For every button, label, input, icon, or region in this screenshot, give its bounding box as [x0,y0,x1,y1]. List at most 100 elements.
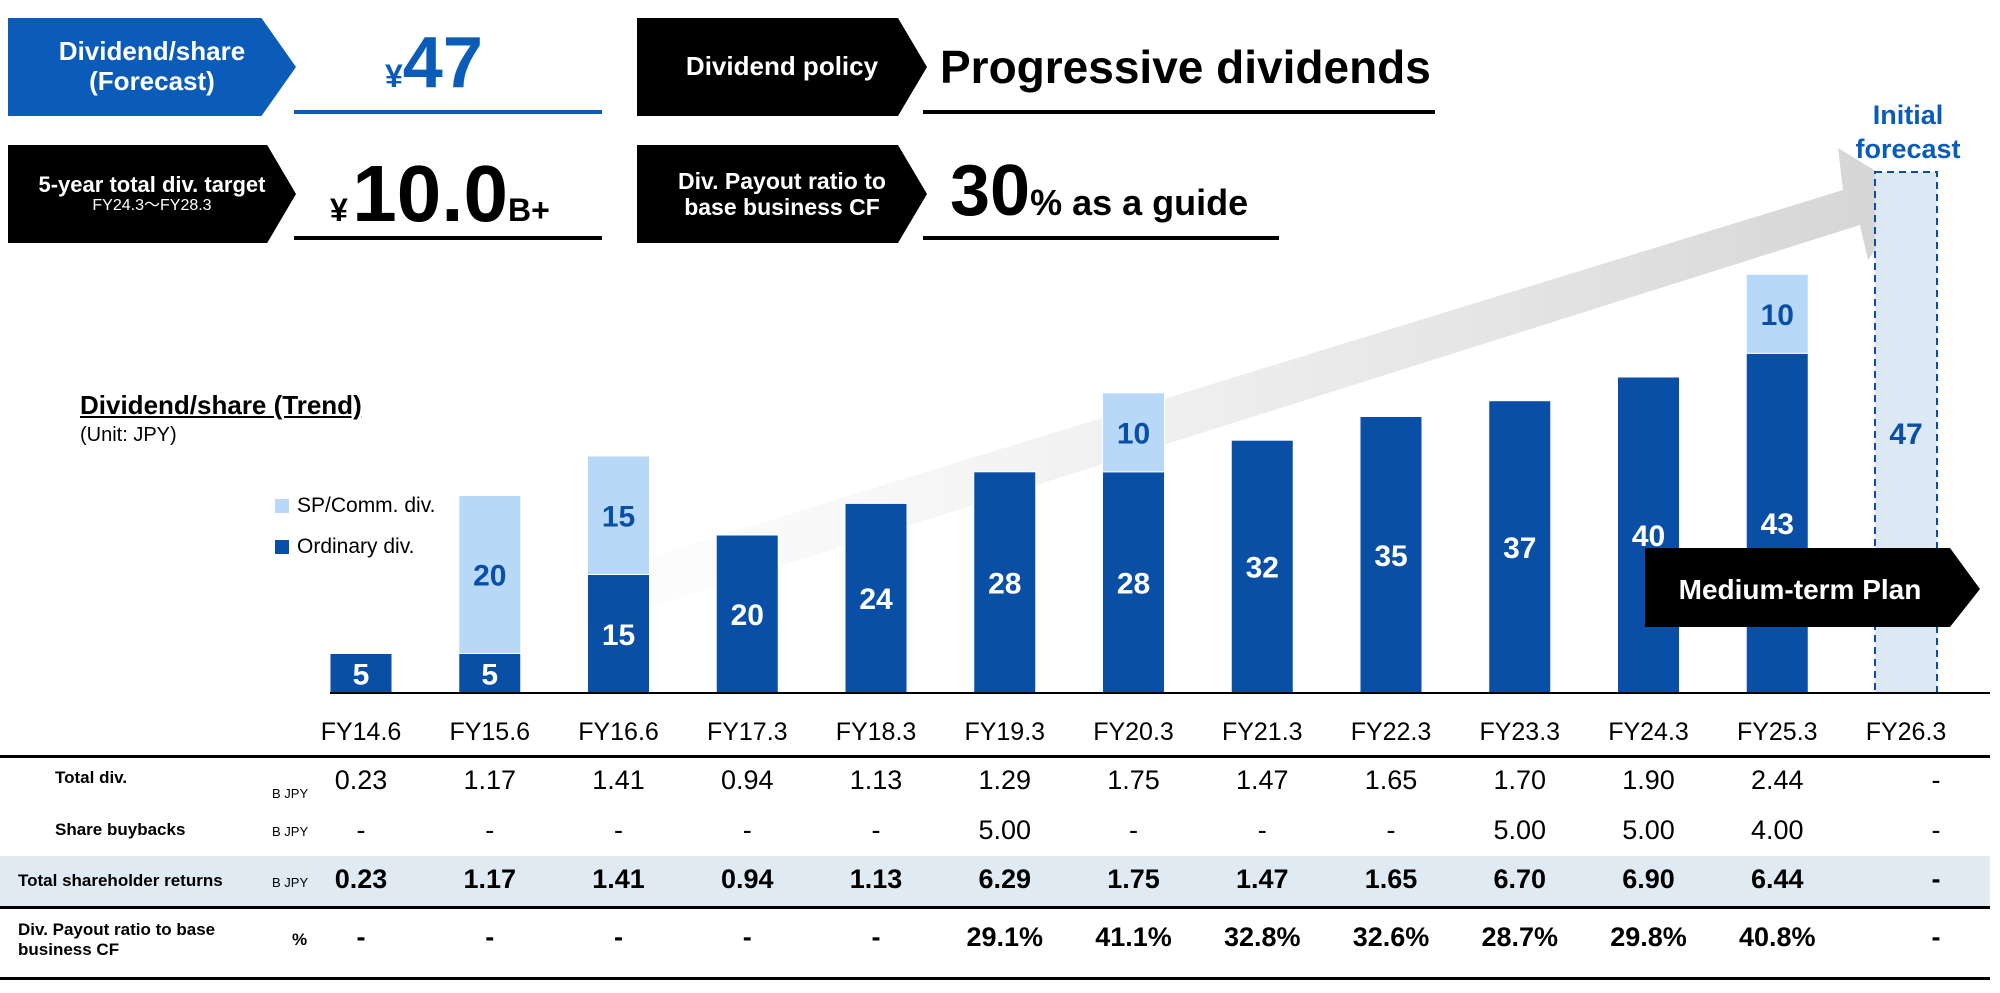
row-label-total-div: Total div. [55,768,128,787]
table-cell: 1.75 [1107,864,1160,894]
bar-ordinary [1488,400,1552,694]
table-cell: 1.17 [463,864,517,894]
row-label-buybacks: Share buybacks [55,820,186,839]
table-cell: - [871,815,881,845]
x-tick-label: FY26.3 [1865,718,1947,746]
x-tick-label: FY25.3 [1736,718,1818,746]
table-cell: - [1257,815,1267,845]
medium-term-plan-arrow [1645,548,1980,627]
medium-term-plan-label: Medium-term Plan [1679,574,1922,605]
table-cell: 1.70 [1493,765,1547,795]
table-cell: 1.13 [849,864,903,894]
data-label-special: 15 [602,500,635,533]
table-cell: - [485,815,495,845]
bar-special [1102,392,1165,473]
data-label-special: 20 [473,560,506,593]
table-cell: - [742,815,752,845]
row-unit-buybacks: B JPY [272,824,309,839]
x-tick-label: FY15.6 [449,718,531,746]
table-cell: - [614,815,623,845]
table-cell: 6.29 [978,864,1032,894]
table-cell: 4.00 [1750,815,1804,845]
data-label-forecast: 47 [1889,418,1922,451]
total-target-value: ¥ 10.0B+ [330,149,550,238]
table-cell: - [871,922,881,952]
bar-ordinary [973,471,1037,694]
data-label-ordinary: 28 [1117,567,1150,600]
table-cell: - [1386,815,1396,845]
row-label-total-returns: Total shareholder returns [18,871,223,890]
table-cell: 5.00 [978,815,1032,845]
table-rule-top [0,755,1990,758]
data-label-ordinary: 5 [481,658,498,691]
table-cell: 2.44 [1750,765,1804,795]
legend-special: SP/Comm. div. [275,494,435,518]
table-cell: 0.94 [720,765,774,795]
bar-ordinary [715,534,779,694]
payout-tag: Div. Payout ratio to base business CF [637,145,927,243]
total-target-tag: 5-year total div. target FY24.3～FY28.3 [8,145,296,243]
data-label-ordinary: 28 [988,567,1021,600]
table-cell: - [1931,922,1941,952]
bar-special [458,495,522,654]
forecast-label: Initial [1873,100,1944,130]
bar-ordinary [1745,352,1809,694]
bar-ordinary [1617,376,1680,694]
forecast-label: forecast [1855,134,1960,164]
dividend-forecast-tag: Dividend/share (Forecast) [8,18,296,116]
data-label-ordinary: 40 [1632,520,1665,553]
x-tick-label: FY20.3 [1093,718,1174,746]
payout-underline [923,236,1279,240]
table-cell: 1.13 [849,765,903,795]
table-cell: 1.90 [1622,765,1675,795]
table-cell: 32.8% [1223,922,1301,952]
target-underline [294,236,602,240]
policy-value: Progressive dividends [940,41,1431,93]
data-label-special: 10 [1117,417,1150,450]
table-cell: 1.75 [1107,765,1160,795]
table-cell: - [1931,765,1941,795]
bar-ordinary [1359,416,1423,694]
table-cell: - [614,922,623,952]
table-cell: - [356,922,366,952]
row-unit-total-div: B JPY [272,786,309,801]
data-label-ordinary: 20 [731,599,764,632]
table-cell: 1.41 [592,765,645,795]
table-cell: - [1931,815,1941,845]
x-tick-label: FY23.3 [1479,718,1561,746]
data-label-ordinary: 5 [353,658,370,691]
row-label-payout: Div. Payout ratio to base business CF [18,920,216,960]
row-unit-payout: % [292,930,308,949]
table-cell: 6.70 [1493,864,1547,894]
data-label-ordinary: 24 [859,583,893,616]
table-cell: - [1129,815,1138,845]
bar-special [587,455,650,575]
x-tick-label: FY18.3 [835,718,917,746]
x-tick-label: FY22.3 [1350,718,1432,746]
table-cell: 40.8% [1738,922,1816,952]
table-cell: 6.44 [1750,864,1804,894]
data-label-ordinary: 35 [1374,540,1407,573]
bar-ordinary [458,653,522,694]
data-label-ordinary: 15 [602,619,635,652]
table-cell: 0.23 [334,765,388,795]
table-cell: 5.00 [1622,815,1675,845]
table-cell: 29.8% [1610,922,1687,952]
data-label-ordinary: 32 [1246,552,1279,585]
x-tick-label: FY19.3 [964,718,1046,746]
table-cell: - [356,815,366,845]
forecast-underline [294,110,602,114]
table-cell: 5.00 [1493,815,1547,845]
chart-title: Dividend/share (Trend) [80,390,362,420]
policy-underline [923,110,1435,114]
x-tick-label: FY24.3 [1608,718,1689,746]
table-cell: 0.94 [720,864,774,894]
row-unit-total-returns: B JPY [272,875,309,890]
data-label-ordinary: 37 [1503,532,1536,565]
bar-special [1745,273,1809,354]
policy-tag: Dividend policy [637,18,927,116]
table-cell: 41.1% [1095,922,1172,952]
table-cell: 29.1% [966,922,1044,952]
x-tick-label: FY16.6 [578,718,659,746]
